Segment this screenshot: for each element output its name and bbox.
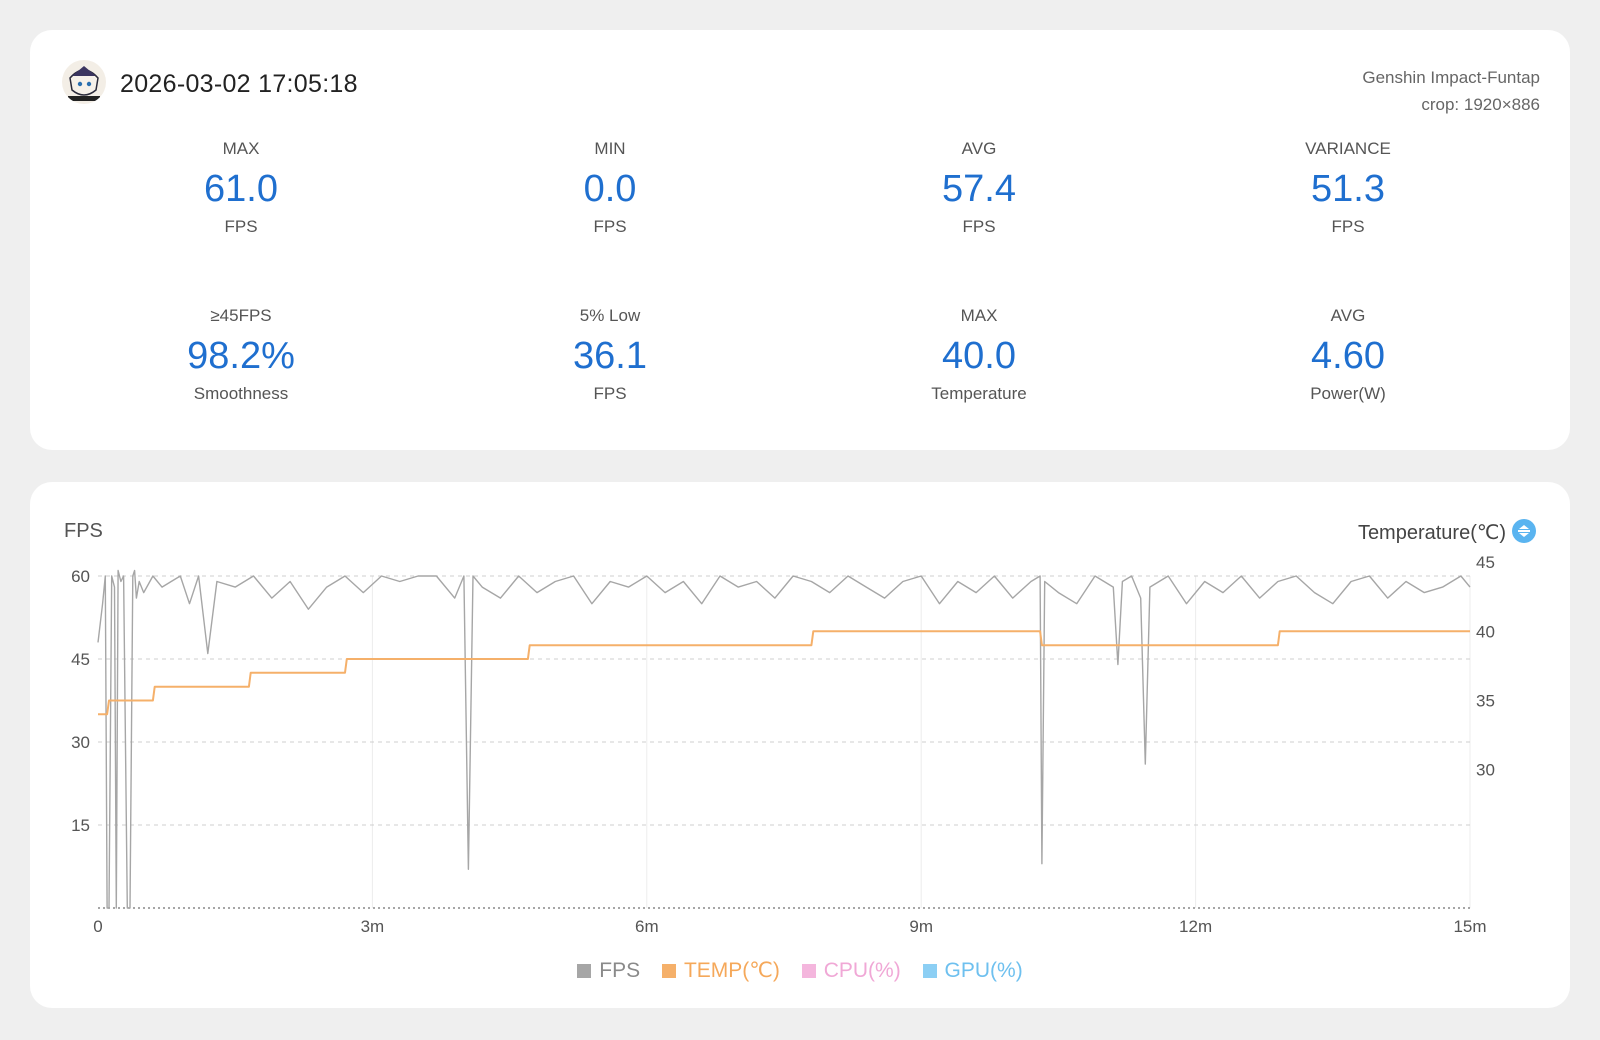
fps-temperature-chart: 15 30 45 60 30 35 40 45 0 3m 6m 9m 12m 15m bbox=[71, 553, 1495, 936]
y-right-tick-label: 35 bbox=[1476, 692, 1495, 711]
stat-variance: VARIANCE 51.3 FPS bbox=[1198, 138, 1498, 238]
chart-legend: FPS TEMP(℃) CPU(%) GPU(%) bbox=[30, 958, 1570, 983]
y-right-tick-label: 30 bbox=[1476, 761, 1495, 780]
stat-label: MIN bbox=[594, 139, 626, 158]
y-right-tick-label: 45 bbox=[1476, 553, 1495, 572]
stat-unit: FPS bbox=[593, 217, 627, 236]
x-tick-label: 15m bbox=[1453, 917, 1486, 936]
stat-value: 4.60 bbox=[1311, 335, 1385, 377]
y-left-tick-label: 15 bbox=[71, 816, 90, 835]
stat-value: 98.2% bbox=[187, 335, 295, 377]
stat-avg-fps: AVG 57.4 FPS bbox=[829, 138, 1129, 238]
stat-5pct-low: 5% Low 36.1 FPS bbox=[460, 305, 760, 405]
stat-min-fps: MIN 0.0 FPS bbox=[460, 138, 760, 238]
chart-card: FPS Temperature(℃) 15 30 45 60 30 35 40 45 0 3m 6m… bbox=[30, 482, 1570, 1008]
stat-unit: Temperature bbox=[931, 384, 1027, 403]
y-right-tick-label: 40 bbox=[1476, 622, 1495, 641]
session-timestamp: 2026-03-02 17:05:18 bbox=[120, 70, 358, 98]
swap-vertical-icon[interactable] bbox=[1512, 519, 1536, 543]
y-left-tick-label: 60 bbox=[71, 567, 90, 586]
legend-swatch bbox=[577, 964, 592, 978]
legend-item-fps[interactable]: FPS bbox=[577, 959, 640, 983]
stat-label: ≥45FPS bbox=[210, 306, 272, 325]
x-tick-label: 6m bbox=[635, 917, 659, 936]
stat-value: 40.0 bbox=[942, 335, 1016, 377]
stat-unit: FPS bbox=[1331, 217, 1365, 236]
stat-label: VARIANCE bbox=[1305, 139, 1391, 158]
stat-label: 5% Low bbox=[579, 306, 641, 325]
legend-label: GPU(%) bbox=[944, 959, 1023, 982]
legend-swatch bbox=[661, 964, 676, 978]
app-avatar bbox=[62, 60, 106, 104]
legend-label: TEMP(℃) bbox=[683, 959, 780, 982]
legend-item-gpu[interactable]: GPU(%) bbox=[922, 959, 1023, 983]
stat-value: 51.3 bbox=[1311, 168, 1385, 210]
stat-unit: FPS bbox=[593, 384, 627, 403]
x-tick-label: 9m bbox=[909, 917, 933, 936]
temperature-series-line bbox=[98, 630, 1470, 716]
left-axis-title: FPS bbox=[64, 520, 103, 542]
stat-label: MAX bbox=[222, 139, 260, 158]
legend-label: CPU(%) bbox=[823, 959, 901, 982]
stat-avg-power: AVG 4.60 Power(W) bbox=[1198, 305, 1498, 405]
stat-value: 36.1 bbox=[573, 335, 647, 377]
right-axis-title: Temperature(℃) bbox=[1357, 522, 1506, 544]
y-left-tick-label: 30 bbox=[71, 733, 90, 752]
stat-unit: Power(W) bbox=[1310, 384, 1386, 403]
x-tick-label: 12m bbox=[1179, 917, 1212, 936]
app-name: Genshin Impact-Funtap bbox=[1362, 68, 1540, 87]
stat-value: 57.4 bbox=[942, 168, 1016, 210]
summary-card: 2026-03-02 17:05:18 Genshin Impact-Funta… bbox=[30, 30, 1570, 450]
legend-swatch bbox=[801, 964, 816, 978]
legend-label: FPS bbox=[599, 959, 641, 982]
y-left-tick-label: 45 bbox=[71, 650, 90, 669]
avatar-icon bbox=[62, 60, 106, 104]
stat-value: 61.0 bbox=[204, 168, 278, 210]
stat-unit: Smoothness bbox=[193, 384, 289, 403]
fps-series-line bbox=[97, 569, 1471, 909]
legend-item-cpu[interactable]: CPU(%) bbox=[801, 959, 901, 983]
stat-label: AVG bbox=[961, 139, 997, 158]
x-tick-label: 0 bbox=[93, 917, 102, 936]
x-tick-label: 3m bbox=[361, 917, 385, 936]
stat-smoothness: ≥45FPS 98.2% Smoothness bbox=[91, 305, 391, 405]
stat-max-temperature: MAX 40.0 Temperature bbox=[829, 305, 1129, 405]
stat-unit: FPS bbox=[962, 217, 996, 236]
stat-label: MAX bbox=[960, 306, 998, 325]
stat-value: 0.0 bbox=[583, 168, 637, 210]
stat-max-fps: MAX 61.0 FPS bbox=[91, 138, 391, 238]
app-info: Genshin Impact-Funtap crop: 1920×886 bbox=[1362, 64, 1540, 118]
legend-swatch bbox=[922, 964, 937, 978]
legend-item-temp[interactable]: TEMP(℃) bbox=[661, 958, 780, 983]
stat-label: AVG bbox=[1330, 306, 1366, 325]
stat-unit: FPS bbox=[224, 217, 258, 236]
crop-resolution: crop: 1920×886 bbox=[1421, 95, 1540, 114]
